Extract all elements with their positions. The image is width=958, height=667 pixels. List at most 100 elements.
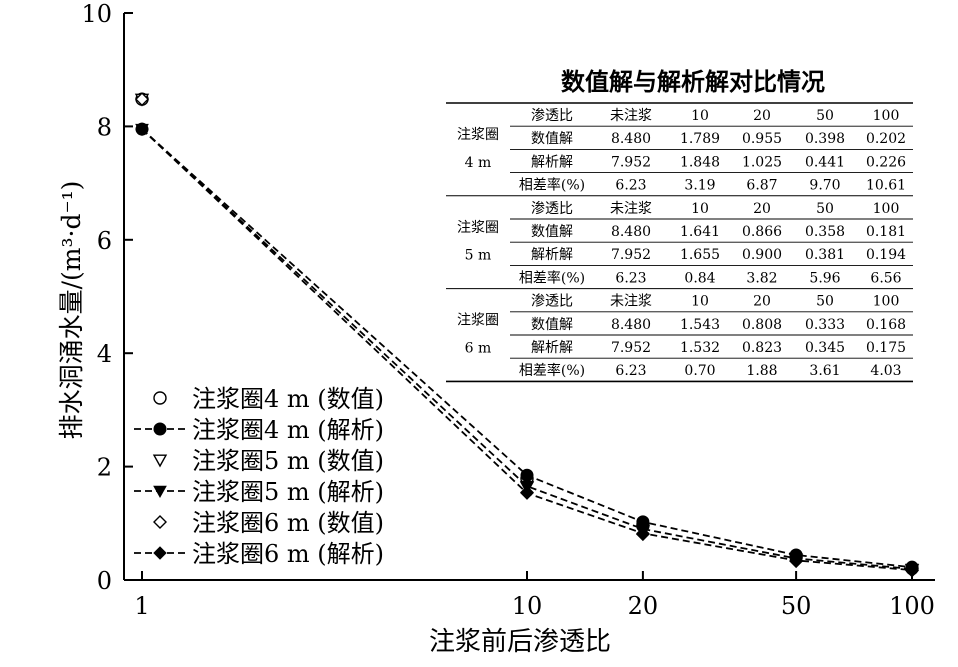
data-point <box>636 526 650 541</box>
legend-entry: 注浆圈6 m (解析) <box>134 540 384 568</box>
legend: 注浆圈4 m (数值) 注浆圈4 m (解析) 注浆圈5 m (数值) 注浆圈5 m … <box>134 385 384 568</box>
x-tick-label: 20 <box>628 592 659 620</box>
table-cell: 未注浆 <box>610 108 652 124</box>
legend-label: 注浆圈6 m (数值) <box>192 509 384 537</box>
table-cell: 解析解 <box>531 154 573 170</box>
table-cell: 50 <box>816 108 834 124</box>
table-cell: 20 <box>753 294 771 310</box>
table-cell: 100 <box>873 201 900 217</box>
table-cell: 0.168 <box>866 317 906 333</box>
group-label: 4 m <box>465 155 492 171</box>
table-cell: 100 <box>873 294 900 310</box>
table-cell: 渗透比 <box>531 201 573 217</box>
table-cell: 4.03 <box>870 363 901 379</box>
table-cell: 0.175 <box>866 340 906 356</box>
y-tick-label: 8 <box>97 113 112 141</box>
table-cell: 3.61 <box>809 363 840 379</box>
table-cell: 0.70 <box>684 363 715 379</box>
series-layer <box>134 92 920 578</box>
table-cell: 1.88 <box>746 363 777 379</box>
table-cell: 50 <box>816 201 834 217</box>
y-axis-label: 排水洞涌水量/(m³·d⁻¹) <box>57 181 86 440</box>
data-point <box>520 486 534 500</box>
inset-title: 数值解与解析解对比情况 <box>561 67 825 96</box>
table-cell: 1.641 <box>680 224 720 240</box>
y-tick-label: 10 <box>81 0 112 28</box>
group-label: 注浆圈 <box>457 127 499 143</box>
legend-marker <box>153 391 167 405</box>
table-cell: 解析解 <box>531 247 573 263</box>
group-label: 5 m <box>465 248 492 264</box>
legend-marker <box>153 422 167 436</box>
table-cell: 5.96 <box>809 270 840 286</box>
table-cell: 9.70 <box>809 178 840 194</box>
legend-marker <box>153 485 167 499</box>
y-tick-label: 4 <box>97 340 112 368</box>
table-cell: 相差率(%) <box>519 362 585 379</box>
table-cell: 数值解 <box>531 224 573 240</box>
table-cell: 1.025 <box>742 154 782 170</box>
table-cell: 10 <box>691 201 709 217</box>
table-cell: 0.823 <box>742 340 782 356</box>
table-cell: 0.441 <box>805 154 845 170</box>
table-cell: 相差率(%) <box>519 177 585 194</box>
legend-entry: 注浆圈6 m (数值) <box>153 509 384 537</box>
x-tick-label: 10 <box>512 592 543 620</box>
legend-label: 注浆圈4 m (数值) <box>192 385 384 413</box>
table-cell: 3.82 <box>746 270 777 286</box>
legend-entry: 注浆圈4 m (数值) <box>153 385 384 413</box>
legend-label: 注浆圈4 m (解析) <box>192 416 384 444</box>
table-cell: 相差率(%) <box>519 269 585 286</box>
data-point <box>520 468 534 482</box>
x-tick-label: 100 <box>889 592 935 620</box>
table-cell: 0.900 <box>742 247 782 263</box>
table-cell: 1.789 <box>680 131 720 147</box>
legend-marker <box>152 454 168 468</box>
table-cell: 8.480 <box>611 224 651 240</box>
legend-entry: 注浆圈5 m (解析) <box>134 478 384 506</box>
legend-marker <box>153 546 167 560</box>
table-cell: 8.480 <box>611 317 651 333</box>
table-cell: 20 <box>753 108 771 124</box>
data-point <box>135 122 149 136</box>
table-cell: 50 <box>816 294 834 310</box>
table-cell: 0.84 <box>684 270 715 286</box>
series-6 <box>135 122 919 577</box>
table-cell: 未注浆 <box>610 294 652 310</box>
legend-entry: 注浆圈4 m (解析) <box>134 416 384 444</box>
table-cell: 1.532 <box>680 340 720 356</box>
x-tick-label: 50 <box>781 592 812 620</box>
table-cell: 1.848 <box>680 154 720 170</box>
table-cell: 7.952 <box>611 154 651 170</box>
table-cell: 0.226 <box>866 154 906 170</box>
y-tick-label: 6 <box>97 227 112 255</box>
table-cell: 0.808 <box>742 317 782 333</box>
table-cell: 10 <box>691 108 709 124</box>
table-cell: 0.345 <box>805 340 845 356</box>
table-cell: 7.952 <box>611 340 651 356</box>
table-cell: 3.19 <box>684 178 715 194</box>
table-cell: 解析解 <box>531 340 573 356</box>
table-cell: 渗透比 <box>531 294 573 310</box>
y-tick-label: 0 <box>97 567 112 595</box>
table-cell: 6.23 <box>615 363 646 379</box>
table-cell: 6.23 <box>615 178 646 194</box>
group-label: 注浆圈 <box>457 220 499 236</box>
table-cell: 渗透比 <box>531 108 573 124</box>
table-cell: 6.23 <box>615 270 646 286</box>
table-cell: 数值解 <box>531 317 573 333</box>
table-cell: 数值解 <box>531 131 573 147</box>
table-cell: 1.543 <box>680 317 720 333</box>
table-cell: 6.56 <box>870 270 901 286</box>
table-cell: 0.181 <box>866 224 906 240</box>
table-cell: 8.480 <box>611 131 651 147</box>
x-tick-label: 1 <box>134 592 149 620</box>
legend-label: 注浆圈5 m (数值) <box>192 447 384 475</box>
table-cell: 0.381 <box>805 247 845 263</box>
y-tick-label: 2 <box>97 454 112 482</box>
table-cell: 10 <box>691 294 709 310</box>
axes: 0 2 4 6 8 10 1 10 20 50 100 <box>81 0 935 620</box>
table-cell: 10.61 <box>866 178 906 194</box>
table-cell: 7.952 <box>611 247 651 263</box>
